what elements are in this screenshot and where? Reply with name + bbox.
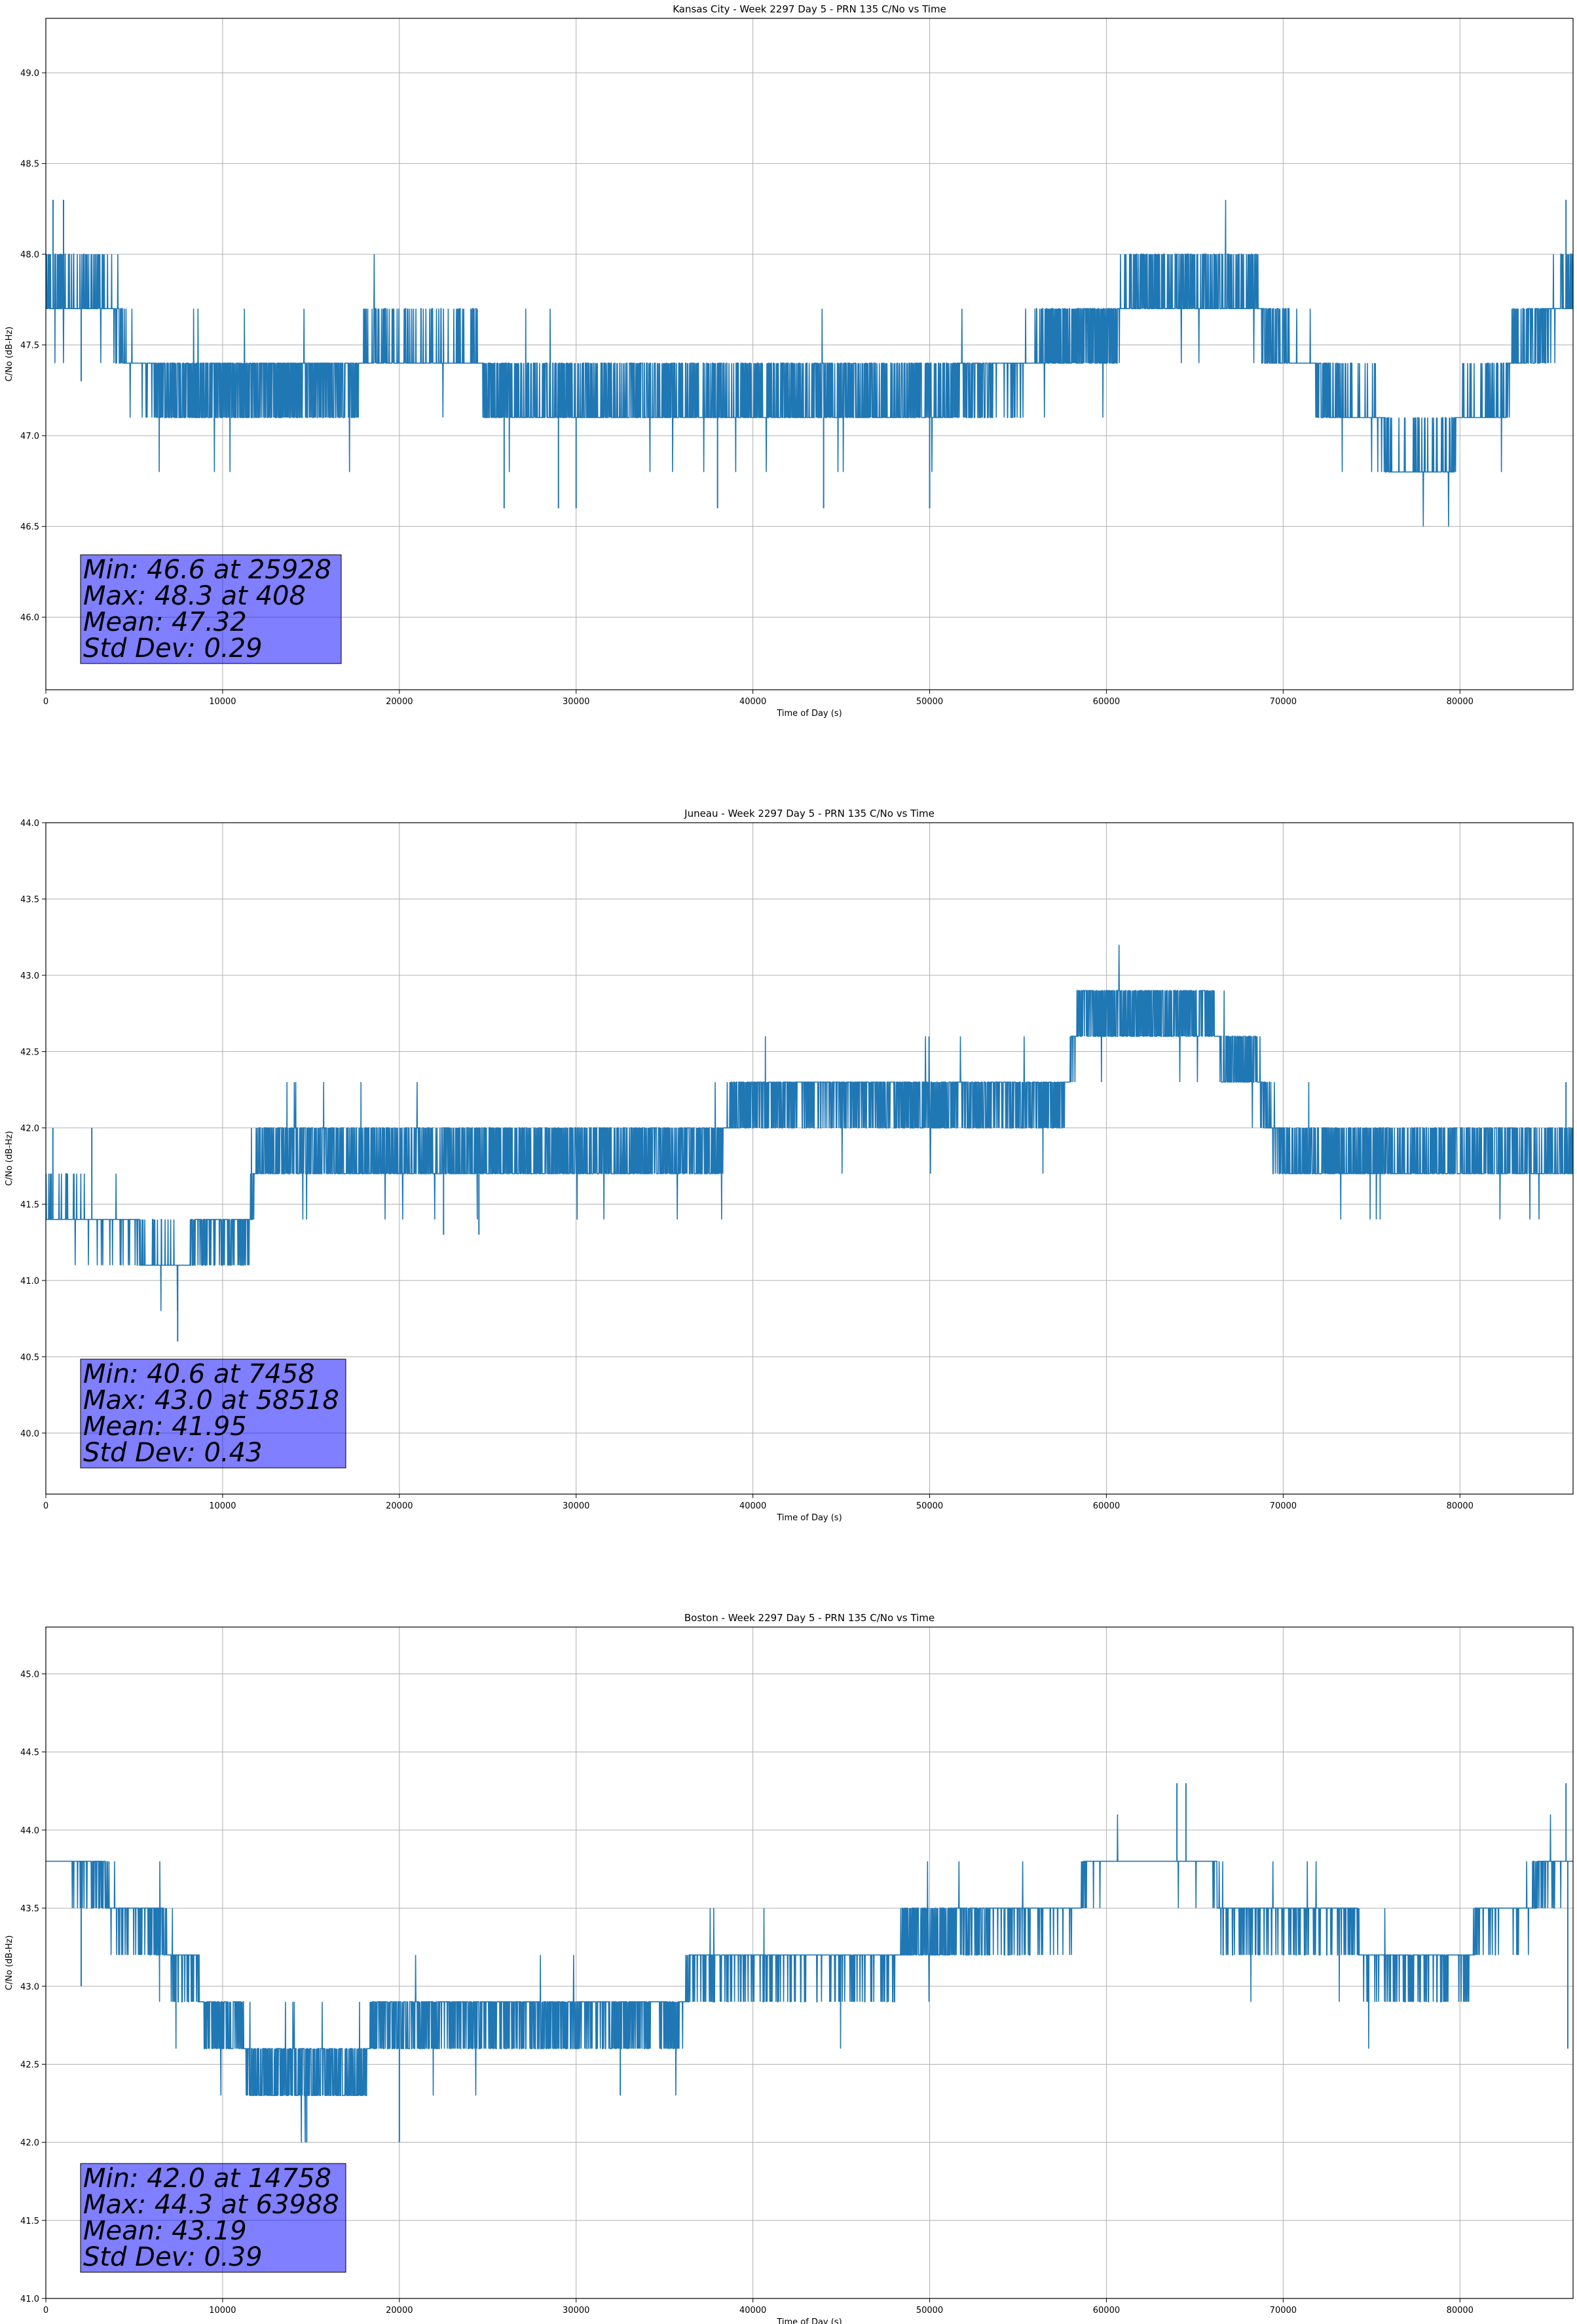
stats-box-background <box>80 1359 346 1469</box>
y-tick-label: 41.0 <box>20 2295 39 2304</box>
x-tick-label: 50000 <box>916 697 943 707</box>
cno-series-line <box>46 199 1573 527</box>
y-tick-label: 40.0 <box>20 1429 39 1439</box>
cno-series-line <box>46 945 1573 1311</box>
x-tick-label: 50000 <box>916 1501 943 1511</box>
y-tick-label: 42.0 <box>20 1124 39 1134</box>
chart-title: Juneau - Week 2297 Day 5 - PRN 135 C/No … <box>684 808 935 819</box>
y-tick-label: 47.5 <box>20 341 39 351</box>
stat-line: Mean: 41.95 <box>83 1412 247 1442</box>
y-tick-label: 49.0 <box>20 69 39 79</box>
y-tick-label: 44.0 <box>20 1826 39 1836</box>
chart-panel-1: 0 10000 20000 30000 40000 50000 60000 70000 8000… <box>5 3 1574 719</box>
x-tick-label: 80000 <box>1447 697 1474 707</box>
x-tick-label: 10000 <box>209 1501 236 1511</box>
y-tick-label: 43.5 <box>20 895 39 905</box>
y-tick-label: 41.0 <box>20 1277 39 1286</box>
x-tick-label: 40000 <box>739 2306 766 2315</box>
y-tick-label: 42.0 <box>20 2139 39 2148</box>
axes-frame <box>45 18 1574 690</box>
cno-series-line <box>46 1814 1573 2143</box>
grid <box>45 18 1573 690</box>
axes-frame <box>45 1626 1574 2299</box>
y-tick-label: 41.5 <box>20 1200 39 1210</box>
y-axis-label: C/No (dB-Hz) <box>5 327 14 382</box>
axes-frame <box>45 822 1574 1495</box>
x-tick-label: 80000 <box>1447 2306 1474 2315</box>
x-tick-label: 0 <box>43 1501 48 1511</box>
y-tick-label: 46.0 <box>20 613 39 623</box>
y-tick-label: 48.5 <box>20 160 39 170</box>
stat-line: Mean: 47.32 <box>83 607 247 637</box>
x-tick-label: 70000 <box>1270 697 1297 707</box>
x-tick-label: 0 <box>43 697 48 707</box>
x-tick-label: 20000 <box>386 697 413 707</box>
x-tick-label: 10000 <box>209 697 236 707</box>
chart-panel-2: 0 10000 20000 30000 40000 50000 60000 70000 8000… <box>5 808 1574 1523</box>
x-axis-label: Time of Day (s) <box>776 2317 842 2324</box>
x-tick-label: 30000 <box>563 2306 589 2315</box>
y-tick-label: 46.5 <box>20 523 39 533</box>
x-tick-label: 50000 <box>916 2306 943 2315</box>
y-tick-label: 47.0 <box>20 432 39 441</box>
stat-line: Min: 42.0 at 14758 <box>83 2164 331 2194</box>
x-tick-label: 60000 <box>1093 2306 1120 2315</box>
chart-title: Kansas City - Week 2297 Day 5 - PRN 135 … <box>673 3 946 15</box>
stats-box-background <box>80 2163 346 2273</box>
x-tick-label: 20000 <box>386 1501 413 1511</box>
y-tick-label: 43.0 <box>20 1982 39 1992</box>
x-tick-label: 30000 <box>563 1501 589 1511</box>
y-tick-label: 48.0 <box>20 250 39 260</box>
x-tick-label: 60000 <box>1093 697 1120 707</box>
stat-line: Std Dev: 0.43 <box>83 1438 263 1468</box>
x-axis-label: Time of Day (s) <box>776 1513 842 1523</box>
y-axis-label: C/No (dB-Hz) <box>5 1131 14 1186</box>
y-tick-label: 42.5 <box>20 2060 39 2070</box>
y-tick-label: 44.5 <box>20 1748 39 1758</box>
stat-line: Max: 43.0 at 58518 <box>83 1385 339 1415</box>
stat-line: Max: 48.3 at 408 <box>83 581 306 611</box>
y-tick-label: 41.5 <box>20 2217 39 2226</box>
stat-line: Std Dev: 0.29 <box>83 633 263 664</box>
x-tick-label: 40000 <box>739 1501 766 1511</box>
x-tick-label: 70000 <box>1270 2306 1297 2315</box>
chart-panel-3: 0 10000 20000 30000 40000 50000 60000 70000 8000… <box>5 1612 1574 2324</box>
y-tick-label: 42.5 <box>20 1047 39 1057</box>
stat-line: Max: 44.3 at 63988 <box>83 2190 339 2220</box>
x-tick-label: 10000 <box>209 2306 236 2315</box>
x-tick-label: 40000 <box>739 697 766 707</box>
y-axis-label: C/No (dB-Hz) <box>5 1936 14 1991</box>
x-tick-label: 60000 <box>1093 1501 1120 1511</box>
stat-line: Std Dev: 0.39 <box>83 2242 263 2272</box>
x-axis-label: Time of Day (s) <box>776 709 842 719</box>
y-tick-label: 40.5 <box>20 1353 39 1362</box>
x-tick-label: 20000 <box>386 2306 413 2315</box>
stats-box-background <box>80 554 342 664</box>
x-tick-label: 70000 <box>1270 1501 1297 1511</box>
x-tick-label: 30000 <box>563 697 589 707</box>
chart-title: Boston - Week 2297 Day 5 - PRN 135 C/No … <box>684 1612 935 1624</box>
x-tick-label: 80000 <box>1447 1501 1474 1511</box>
y-tick-label: 44.0 <box>20 819 39 829</box>
stat-line: Min: 46.6 at 25928 <box>83 555 331 585</box>
stat-line: Min: 40.6 at 7458 <box>83 1359 315 1389</box>
y-tick-label: 45.0 <box>20 1670 39 1680</box>
stat-line: Mean: 43.19 <box>83 2216 247 2246</box>
y-tick-label: 43.0 <box>20 971 39 981</box>
y-tick-label: 43.5 <box>20 1904 39 1914</box>
x-tick-label: 0 <box>43 2306 48 2315</box>
